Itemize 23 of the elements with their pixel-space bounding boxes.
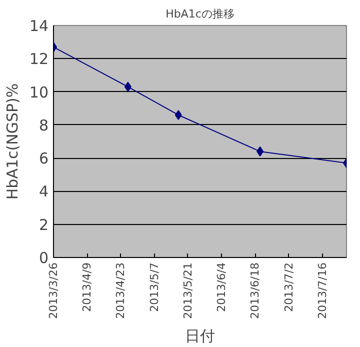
x-tick-label: 2013/6/4	[215, 262, 228, 312]
x-tick-label: 2013/6/18	[248, 262, 262, 319]
x-tick-label: 2013/4/23	[114, 262, 128, 319]
point	[124, 82, 132, 92]
x-tick-label: 2013/5/21	[181, 262, 194, 319]
point	[256, 146, 264, 156]
x-tick-label: 2013/5/7	[148, 262, 161, 312]
x-tick-label: 2013/3/26	[47, 262, 60, 319]
y-tick-label: 10	[29, 83, 49, 102]
x-tick-label: 2013/7/2	[282, 262, 296, 312]
y-axis-title: HbA1c(NGSP)%	[3, 83, 22, 200]
y-tick-label: 14	[29, 17, 49, 35]
y-tick-label: 8	[38, 116, 49, 134]
point	[174, 110, 182, 120]
chart-title: HbA1cの推移	[166, 8, 234, 20]
x-tick-label: 2013/7/16	[316, 262, 329, 319]
y-tick-label: 6	[38, 150, 49, 168]
y-tick-label: 4	[38, 182, 49, 201]
y-tick-label: 12	[29, 50, 49, 68]
y-tick-label: 0	[38, 249, 49, 267]
x-axis-title: 日付	[185, 326, 215, 345]
x-tick-label: 2013/4/9	[80, 262, 94, 312]
y-tick-label: 2	[38, 216, 49, 234]
